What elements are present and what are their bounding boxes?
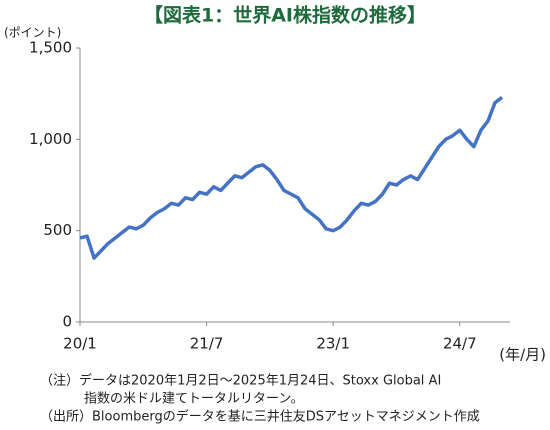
y-axis-label: (ポイント) bbox=[4, 26, 61, 40]
x-tick-label: 20/1 bbox=[63, 335, 97, 353]
x-axis-label: (年/月) bbox=[499, 346, 546, 364]
y-tick-label: 0 bbox=[62, 313, 72, 331]
y-tick-label: 500 bbox=[43, 221, 72, 239]
x-tick-label: 23/1 bbox=[316, 335, 350, 353]
x-tick-label: 24/7 bbox=[443, 335, 477, 353]
note: （注）データは2020年1月2日～2025年1月24日、Stoxx Global… bbox=[40, 373, 441, 389]
note: （出所）Bloombergのデータを基に三井住友DSアセットマネジメント作成 bbox=[40, 409, 480, 425]
note: 指数の米ドル建てトータルリターン。 bbox=[84, 392, 304, 407]
chart-title: 【図表1：世界AI株指数の推移】 bbox=[144, 4, 426, 27]
y-tick-label: 1,500 bbox=[29, 39, 72, 57]
y-tick-label: 1,000 bbox=[29, 130, 72, 148]
x-tick-label: 21/7 bbox=[190, 335, 224, 353]
line bbox=[79, 95, 504, 260]
